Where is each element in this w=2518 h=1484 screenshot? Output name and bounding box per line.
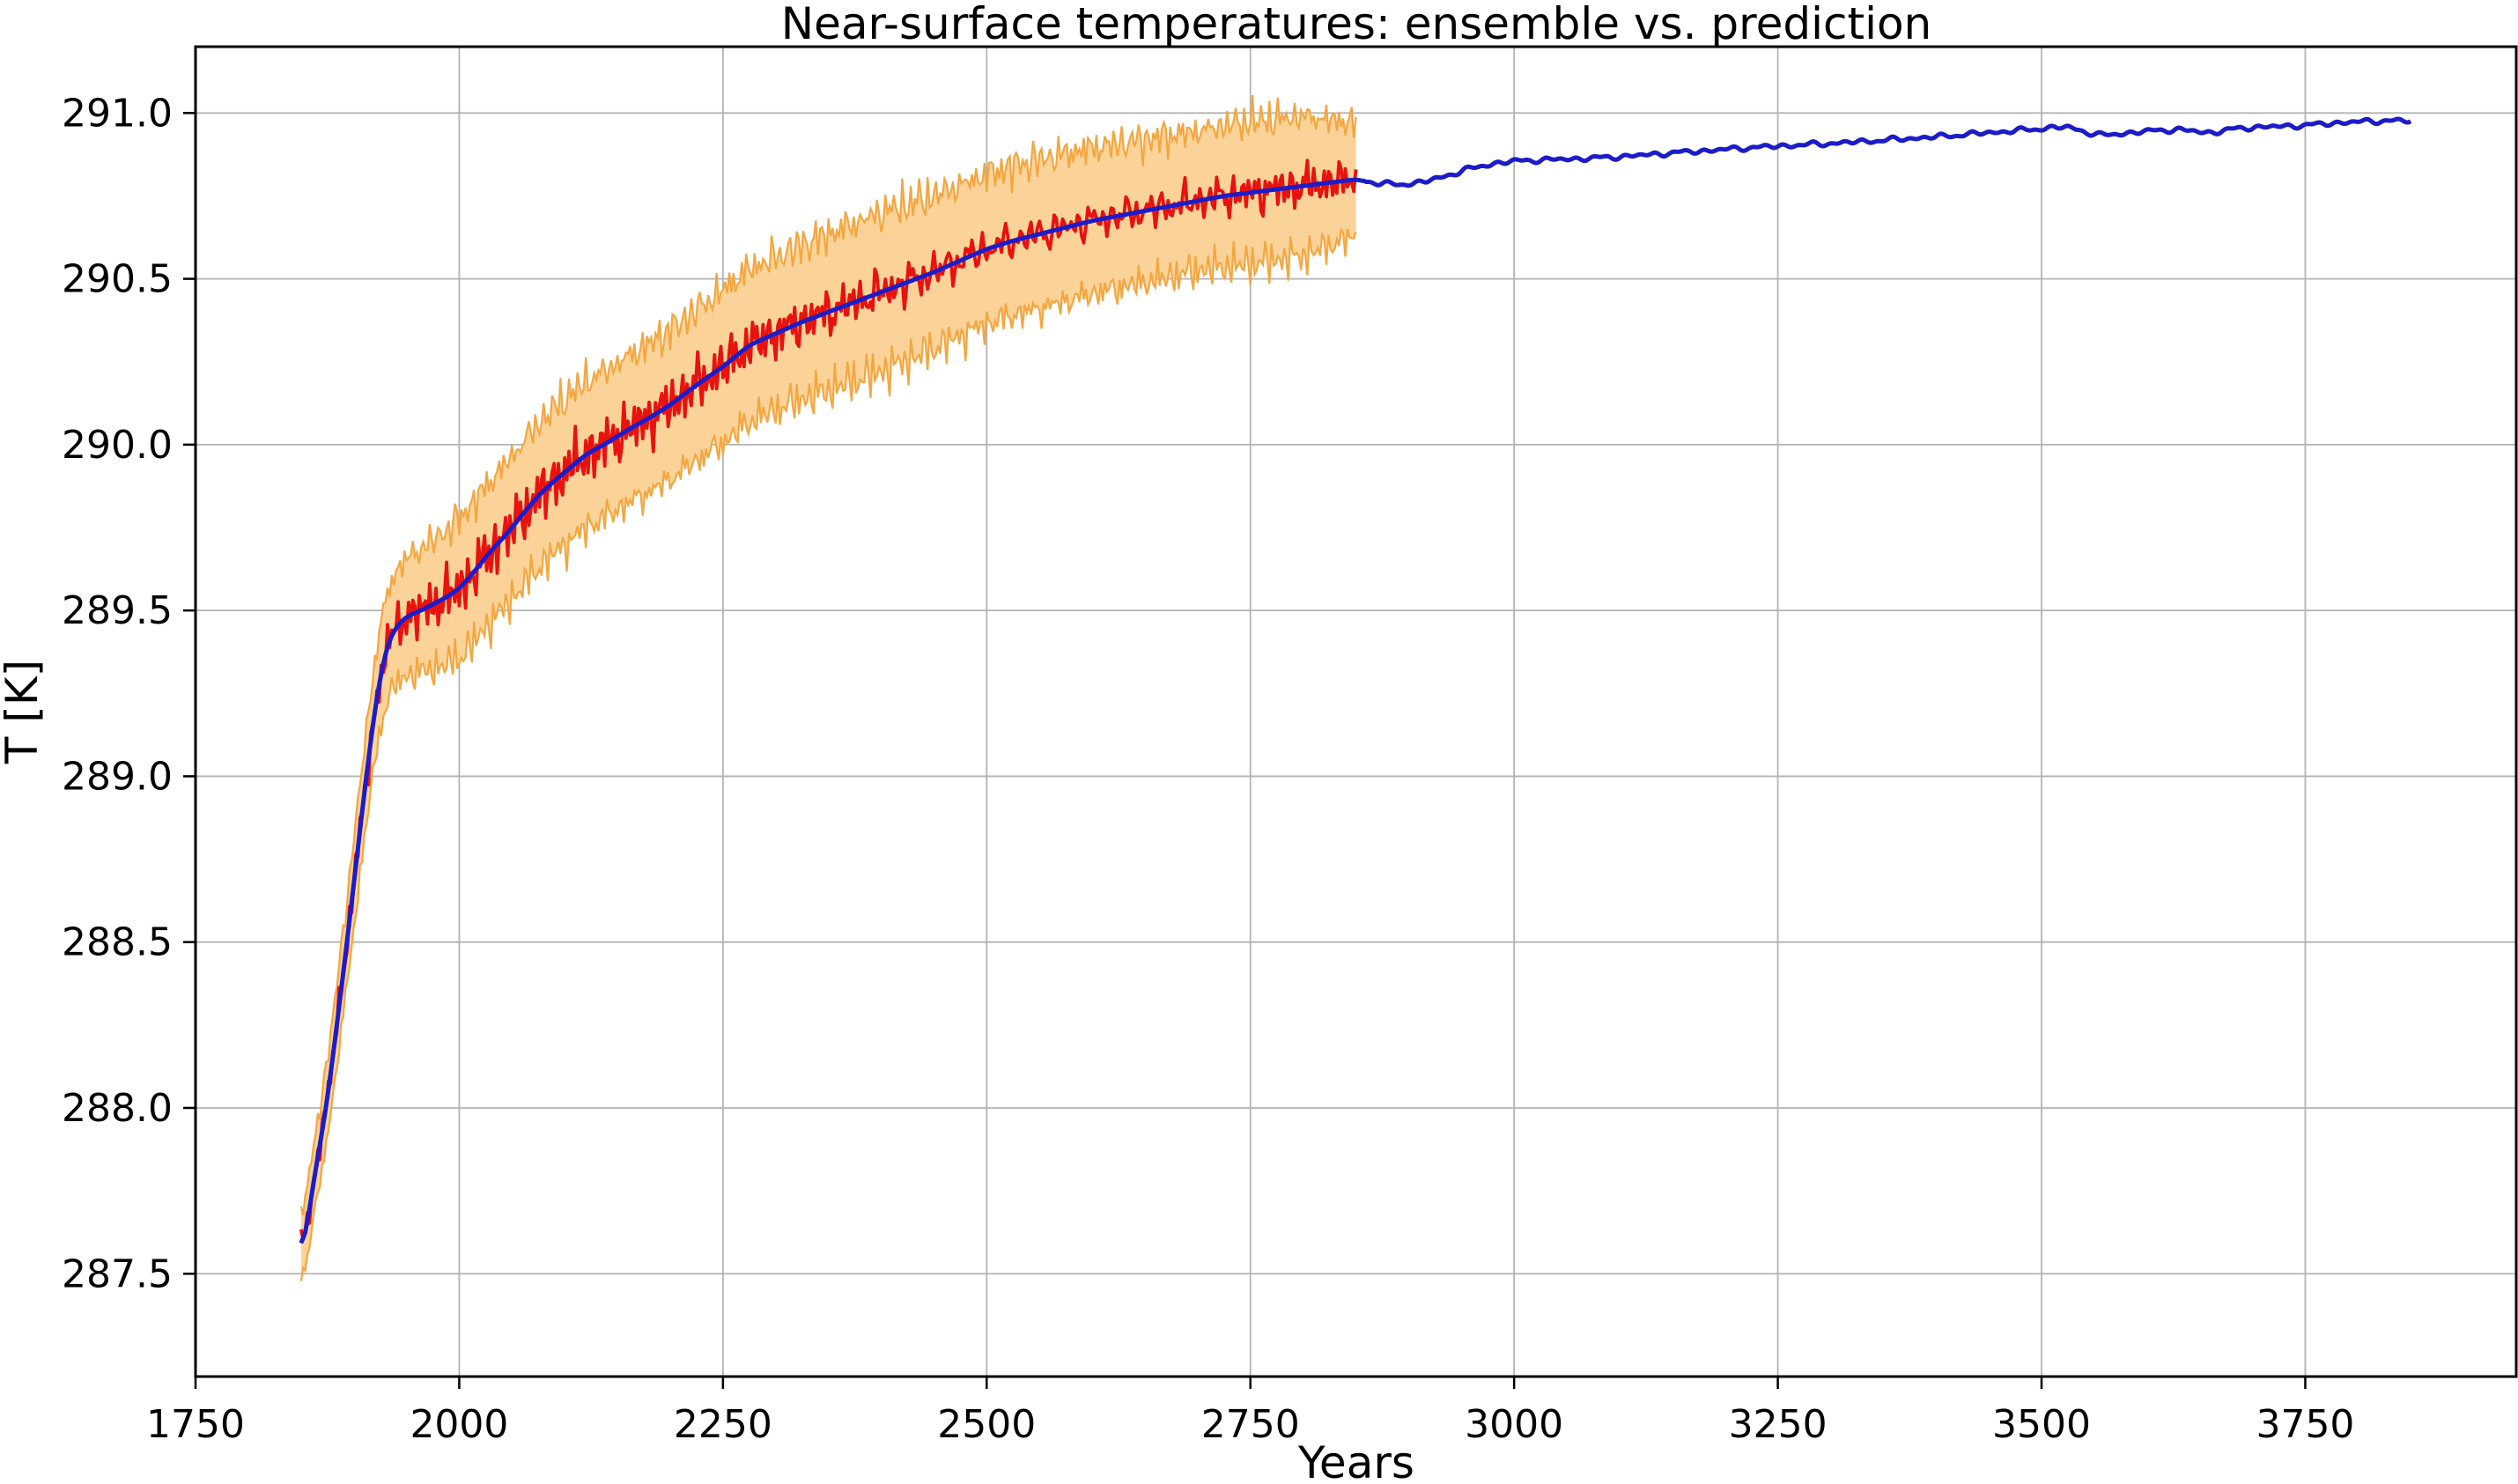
x-tick-label: 2000 bbox=[410, 1402, 508, 1447]
x-tick-label: 2250 bbox=[674, 1402, 772, 1447]
ensemble-mean-line bbox=[299, 159, 1358, 1242]
prediction-line bbox=[299, 116, 2412, 1244]
x-tick-label: 1750 bbox=[146, 1402, 245, 1447]
axes-frame bbox=[194, 45, 2518, 1378]
y-axis-label: T [K] bbox=[0, 660, 48, 764]
x-axis-label: Years bbox=[1297, 1437, 1414, 1484]
y-tick-label: 290.5 bbox=[62, 257, 173, 302]
x-tick-label: 3500 bbox=[1992, 1402, 2091, 1447]
x-tick-label: 2500 bbox=[937, 1402, 1036, 1447]
y-tick-label: 291.0 bbox=[62, 91, 173, 136]
y-tick-label: 288.0 bbox=[62, 1086, 173, 1131]
y-tick-label: 287.5 bbox=[62, 1251, 173, 1296]
chart-title: Near-surface temperatures: ensemble vs. … bbox=[781, 0, 1932, 49]
y-tick-label: 289.5 bbox=[62, 588, 173, 633]
y-tick-label: 289.0 bbox=[62, 754, 173, 799]
x-tick-label: 3000 bbox=[1465, 1402, 1563, 1447]
y-tick-label: 290.0 bbox=[62, 423, 173, 468]
series-layer bbox=[299, 94, 2412, 1281]
x-tick-label: 3750 bbox=[2256, 1402, 2354, 1447]
grid-layer bbox=[195, 47, 2516, 1377]
y-tick-label: 288.5 bbox=[62, 920, 173, 965]
ensemble-spread-band bbox=[300, 95, 1356, 1281]
ensemble-spread-lower-edge bbox=[299, 227, 1357, 1281]
x-tick-label: 2750 bbox=[1201, 1402, 1300, 1447]
axes-layer: 1750 2000 2250 2500 2750 3000 3250 3500 3750 287.… bbox=[62, 45, 2518, 1447]
x-tick-label: 3250 bbox=[1729, 1402, 1828, 1447]
ensemble-spread-upper-edge bbox=[299, 94, 1357, 1216]
